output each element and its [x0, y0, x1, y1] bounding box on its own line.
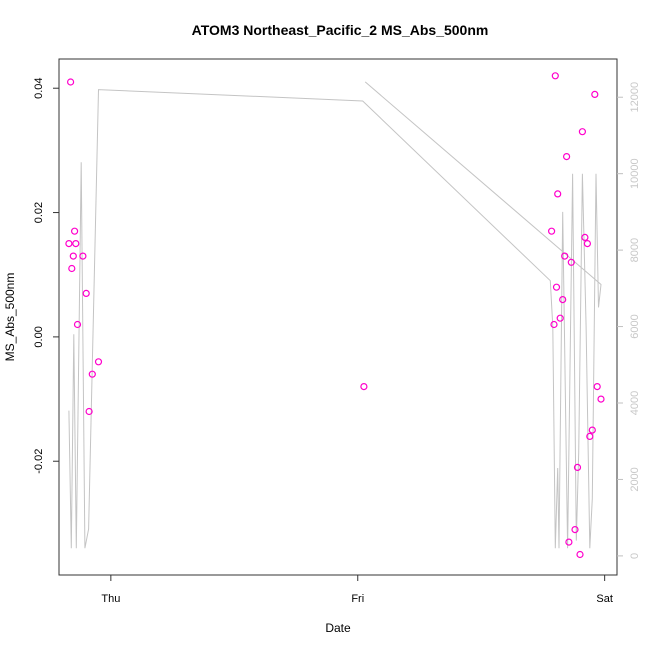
data-point-9: [85, 407, 93, 416]
altitude-line: [68, 81, 602, 549]
data-point-13: [547, 227, 556, 235]
data-point-0: [65, 240, 73, 248]
data-point-22: [565, 538, 573, 546]
data-point-2: [68, 264, 76, 273]
x-axis: Thu Fri Sat: [101, 575, 613, 605]
data-point-19: [559, 296, 567, 304]
y2-tick-label-4: 8000: [629, 238, 641, 262]
data-point-27: [578, 128, 587, 136]
y2-tick-label-2: 4000: [629, 391, 641, 415]
chart-title: ATOM3 Northeast_Pacific_2 MS_Abs_500nm: [192, 22, 489, 38]
data-point-16: [552, 283, 561, 291]
data-point-31: [588, 426, 596, 434]
data-point-6: [73, 320, 82, 329]
data-point-26: [576, 550, 584, 559]
x-tick-label-0: Thu: [101, 593, 120, 605]
altitude-layer: [68, 81, 602, 549]
y-tick-label-0: -0.02: [33, 449, 45, 474]
data-point-33: [593, 383, 601, 391]
data-point-3: [69, 252, 77, 260]
x-tick-label-1: Fri: [351, 593, 364, 605]
y-axis-label: MS_Abs_500nm: [3, 273, 17, 362]
data-point-17: [554, 190, 562, 198]
data-point-20: [561, 252, 569, 260]
y2-tick-label-0: 0: [629, 553, 641, 559]
data-point-24: [571, 525, 579, 534]
data-point-18: [556, 314, 564, 322]
plot-frame: [58, 58, 618, 576]
data-point-11: [94, 358, 103, 366]
y-tick-label-3: 0.04: [33, 78, 45, 99]
data-point-8: [82, 289, 90, 297]
data-point-7: [79, 252, 87, 260]
y2-tick-label-3: 6000: [629, 314, 641, 338]
y2-axis: 0 2000 4000 6000 8000 10000 12000: [617, 82, 641, 559]
y-tick-label-2: 0.02: [33, 202, 45, 223]
data-point-32: [591, 90, 599, 99]
data-point-23: [567, 258, 575, 266]
data-point-29: [583, 240, 592, 248]
y2-tick-label-5: 10000: [629, 158, 641, 189]
data-point-10: [88, 370, 96, 378]
data-point-4: [70, 227, 79, 235]
data-point-5: [72, 240, 80, 248]
data-point-21: [562, 153, 571, 161]
data-point-34: [597, 395, 605, 403]
data-point-28: [581, 233, 589, 241]
data-point-30: [586, 432, 594, 440]
data-point-15: [551, 72, 559, 80]
data-point-12: [360, 383, 368, 391]
data-point-1: [66, 78, 75, 86]
y2-tick-label-1: 2000: [629, 467, 641, 491]
y-axis: -0.02 0.00 0.02 0.04: [33, 78, 59, 474]
data-point-25: [573, 463, 582, 471]
x-axis-label: Date: [325, 621, 351, 635]
y2-tick-label-6: 12000: [629, 82, 641, 113]
points-layer: [65, 72, 605, 559]
x-tick-label-2: Sat: [596, 593, 613, 605]
data-point-14: [550, 320, 558, 329]
y-tick-label-1: 0.00: [33, 326, 45, 347]
